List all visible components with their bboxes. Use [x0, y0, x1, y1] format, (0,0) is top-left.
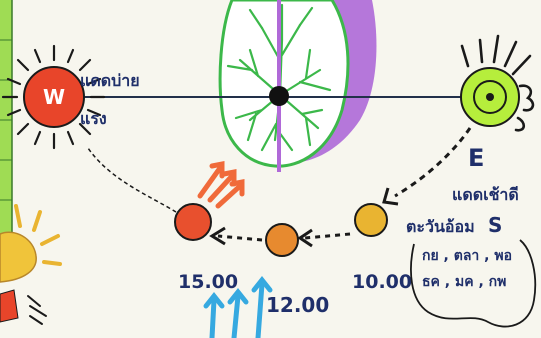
west-sun-icon	[1, 44, 106, 150]
tree-trunk-dot	[269, 86, 289, 106]
morning-time-label: 10.00	[352, 271, 412, 293]
west-note-line1: แดดบ่าย	[80, 71, 140, 90]
heat-arrows-icon	[197, 160, 245, 209]
east-note: แดดเช้าดี	[452, 185, 519, 204]
noon-time-label: 12.00	[266, 293, 329, 317]
morning-sun	[354, 203, 388, 237]
west-sun-letter: W	[43, 85, 65, 109]
tree-canopy-icon	[218, 0, 350, 168]
noon-sun	[265, 223, 299, 257]
lower-left-sun-icon	[0, 204, 62, 283]
south-note-months-line2: ธค , มค , กพ	[422, 274, 506, 290]
sun-path-east-to-morning	[394, 127, 472, 198]
south-note-title: ตะวันอ้อม	[406, 217, 475, 236]
arrowhead-noon-to-afternoon	[209, 226, 226, 246]
sun-path-afternoon-to-west	[87, 147, 177, 213]
arrowhead-morning-to-noon	[297, 228, 313, 248]
east-sun-letter: E	[468, 144, 484, 172]
afternoon-sun	[174, 203, 212, 241]
south-note-loop	[410, 239, 537, 328]
cool-air-arrows-icon	[203, 275, 273, 338]
south-letter: S	[488, 213, 502, 237]
corner-marker	[0, 289, 47, 325]
arrowhead-east-to-morning	[382, 187, 399, 206]
sun-path-noon-to-afternoon	[217, 234, 263, 242]
afternoon-time-label: 15.00	[178, 271, 238, 293]
east-sun-icon	[460, 34, 535, 132]
south-note-months-line1: กย , ตลา , พอ	[422, 248, 512, 264]
west-note-line2: แรง	[80, 109, 107, 128]
left-edge-strip	[0, 0, 13, 270]
sun-path-morning-to-noon	[304, 232, 351, 240]
